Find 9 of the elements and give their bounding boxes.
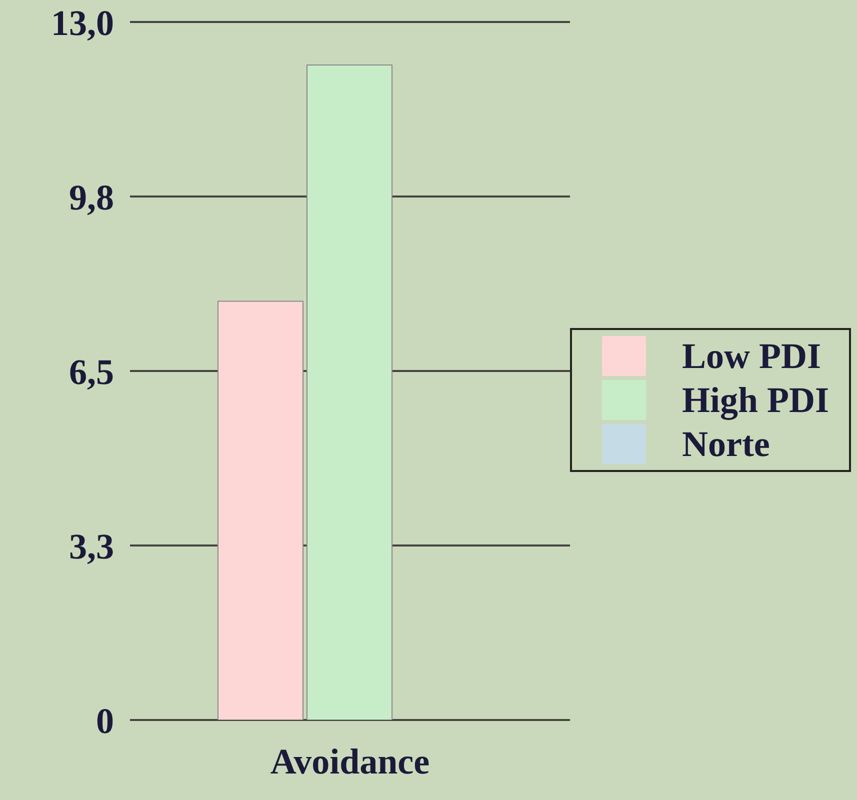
y-tick-label: 13,0 [51,2,114,43]
legend-label: High PDI [682,379,829,421]
y-tick-label: 9,8 [69,177,114,218]
y-tick-label: 0 [96,700,114,741]
x-tick-label: Avoidance [270,742,430,782]
y-tick-label: 3,3 [69,526,114,566]
legend-label: Low PDI [682,335,821,377]
y-tick-label: 6,5 [69,352,114,392]
legend-label: Norte [682,423,770,465]
